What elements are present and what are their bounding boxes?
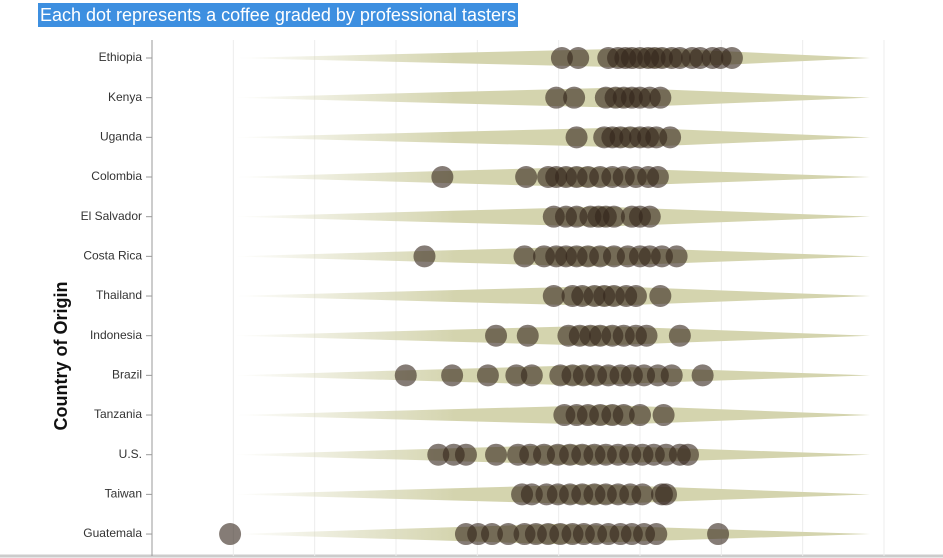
dot [563,86,586,109]
chart-title: Each dot represents a coffee graded by p… [38,3,518,27]
dot [515,166,538,189]
dot [659,126,682,149]
y-axis-label: Country of Origin [51,282,71,431]
y-tick-label: Costa Rica [83,249,142,263]
y-tick-label: El Salvador [81,209,142,223]
density-band [232,325,870,346]
y-tick-label: Guatemala [83,526,142,540]
dot [427,443,450,466]
dot [413,245,436,268]
y-tick-label: Kenya [108,90,142,104]
dot [565,126,588,149]
y-tick-label: Colombia [91,169,142,183]
dot [476,364,499,387]
y-tick-label: Thailand [96,288,142,302]
density-band [232,127,870,148]
dot [454,443,477,466]
dot [602,205,625,228]
dot [516,324,539,347]
dot [707,523,730,546]
dot [624,285,647,308]
dot [668,324,691,347]
dot [505,364,528,387]
dot [676,443,699,466]
dot [545,86,568,109]
dot [219,523,242,546]
dot [629,404,651,427]
dot [394,364,417,387]
dot [649,86,672,109]
y-tick-label: Brazil [112,368,142,382]
y-tick-label: Uganda [100,130,142,144]
dot [612,404,635,427]
dot [480,523,503,546]
dot [441,364,464,387]
dot [655,483,678,506]
dot [691,364,714,387]
y-tick-label: Taiwan [105,487,142,501]
dot [635,324,658,347]
y-tick-label: U.S. [119,447,142,461]
dot [550,47,573,69]
dot [665,245,688,268]
dot [649,285,672,308]
dot [720,47,743,69]
y-tick-label: Tanzania [94,407,142,421]
dot [660,364,683,387]
dot [431,166,454,189]
dot [513,245,536,268]
y-tick-label: Ethiopia [99,50,143,64]
density-band [232,405,870,426]
dot [520,364,543,387]
dot [652,404,675,427]
dot [631,483,654,506]
dot [638,205,661,228]
dot [485,324,508,347]
y-tick-label: Indonesia [90,328,142,342]
dot [497,523,520,546]
dot [646,166,669,189]
dot [542,285,565,308]
dot [485,443,508,466]
dot [645,523,668,546]
dot [567,47,590,69]
